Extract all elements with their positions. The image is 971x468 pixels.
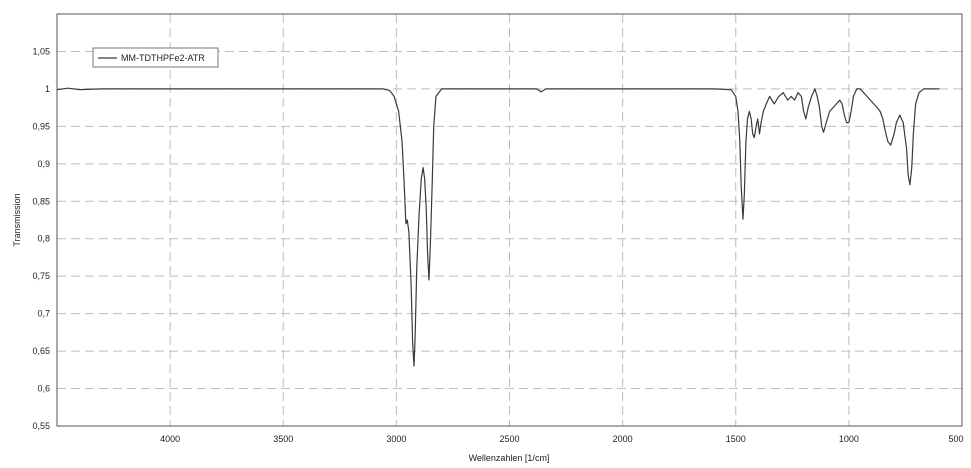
legend-label: MM-TDTHPFe2-ATR <box>121 53 205 63</box>
x-tick-label: 4000 <box>160 434 180 444</box>
legend: MM-TDTHPFe2-ATR <box>92 47 219 68</box>
y-axis-label: Transmission <box>12 193 22 246</box>
y-tick-label: 1 <box>45 84 50 94</box>
tick-labels: 4000 3500 3000 2500 2000 1500 1000 500 0,55 0,6 0,… <box>32 46 963 444</box>
x-tick-label: 500 <box>948 434 963 444</box>
y-tick-label: 0,85 <box>32 196 50 206</box>
x-tick-label: 3500 <box>273 434 293 444</box>
series-line <box>56 87 940 367</box>
y-tick-label: 0,95 <box>32 121 50 131</box>
x-tick-label: 3000 <box>386 434 406 444</box>
y-tick-label: 0,55 <box>32 421 50 431</box>
y-tick-label: 0,75 <box>32 271 50 281</box>
y-tick-label: 0,7 <box>37 309 50 319</box>
y-tick-label: 0,65 <box>32 346 50 356</box>
y-tick-label: 0,6 <box>37 384 50 394</box>
x-tick-label: 1500 <box>726 434 746 444</box>
y-tick-label: 0,9 <box>37 159 50 169</box>
legend-box <box>92 47 219 68</box>
x-tick-label: 2500 <box>499 434 519 444</box>
x-tick-label: 2000 <box>613 434 633 444</box>
y-tick-label: 0,8 <box>37 234 50 244</box>
x-tick-label: 1000 <box>839 434 859 444</box>
y-tick-label: 1,05 <box>32 46 50 56</box>
plot-area-border <box>56 13 963 427</box>
x-axis-label: Wellenzahlen [1/cm] <box>469 453 550 463</box>
series-layer <box>56 87 940 367</box>
